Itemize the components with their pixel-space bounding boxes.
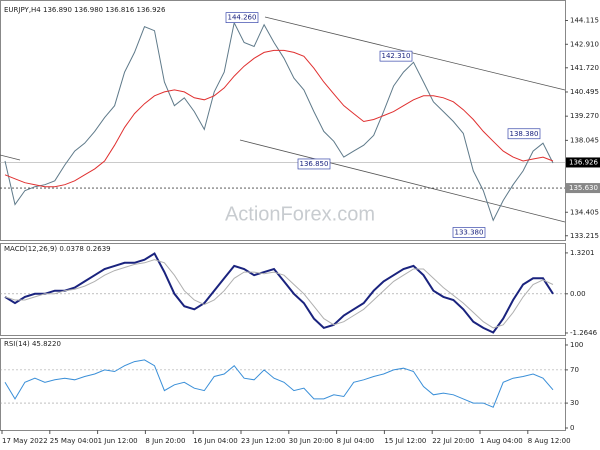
x-tick-label: 8 Jul 04:00 <box>337 437 375 445</box>
panel-frame <box>0 338 566 431</box>
panel-title: MACD(12,26,9) 0.0378 0.2639 <box>4 245 111 253</box>
y-tick-label: 0 <box>570 424 574 432</box>
panel-frame <box>0 243 566 336</box>
x-tick-label: 1 Jun 12:00 <box>98 437 138 445</box>
annotation-label: 144.260 <box>228 14 257 22</box>
level-label: 135.630 <box>569 184 598 192</box>
x-tick-label: 16 Jun 04:00 <box>193 437 237 445</box>
y-tick-label: 140.495 <box>570 88 599 96</box>
annotation-label: 138.380 <box>510 130 539 138</box>
x-tick-label: 30 Jun 20:00 <box>289 437 333 445</box>
channel-line <box>264 16 566 91</box>
channel-line <box>239 139 566 223</box>
annotation-box <box>379 50 413 62</box>
series-line <box>4 359 554 408</box>
y-tick-label: 139.270 <box>570 112 599 120</box>
annotation-box <box>452 227 486 238</box>
series-line <box>4 49 554 188</box>
y-tick-label: 70 <box>570 366 579 374</box>
annotation-box <box>297 158 331 170</box>
price-label: 136.926 <box>569 158 598 166</box>
series-line <box>4 259 554 329</box>
channel-line <box>0 154 21 161</box>
y-tick-label: 134.405 <box>570 208 599 216</box>
x-tick-label: 15 Jul 12:00 <box>384 437 426 445</box>
x-tick-label: 25 May 04:00 <box>50 437 98 445</box>
panel-title: EURJPY,H4 136.890 136.980 136.816 136.92… <box>4 6 166 14</box>
x-tick-label: 22 Jul 20:00 <box>432 437 474 445</box>
annotation-label: 142.310 <box>382 52 411 60</box>
price-box <box>566 157 600 168</box>
y-tick-label: 144.115 <box>570 16 599 24</box>
x-tick-label: 17 May 2022 <box>2 437 48 445</box>
x-tick-label: 8 Aug 12:00 <box>528 437 571 445</box>
y-tick-label: -1.2646 <box>570 329 598 337</box>
annotation-label: 136.850 <box>300 160 329 168</box>
x-tick-label: 23 Jun 12:00 <box>241 437 285 445</box>
y-tick-label: 30 <box>570 399 579 407</box>
y-tick-label: 100 <box>570 341 583 349</box>
watermark: ActionForex.com <box>225 203 375 225</box>
y-tick-label: 0.00 <box>570 290 586 298</box>
annotation-box <box>507 128 541 140</box>
annotation-box <box>225 12 259 23</box>
panel-title: RSI(14) 45.8220 <box>4 340 61 348</box>
y-tick-label: 142.910 <box>570 40 599 48</box>
y-tick-label: 138.045 <box>570 136 599 144</box>
x-tick-label: 1 Aug 04:00 <box>480 437 523 445</box>
panel-frame <box>0 0 566 241</box>
x-tick-label: 8 Jun 20:00 <box>145 437 185 445</box>
level-box <box>566 183 600 194</box>
annotation-label: 133.380 <box>455 228 484 236</box>
series-line <box>4 252 554 334</box>
y-tick-label: 141.720 <box>570 64 599 72</box>
y-tick-label: 1.3201 <box>570 249 595 257</box>
series-line <box>4 21 554 222</box>
y-tick-label: 133.215 <box>570 232 599 240</box>
